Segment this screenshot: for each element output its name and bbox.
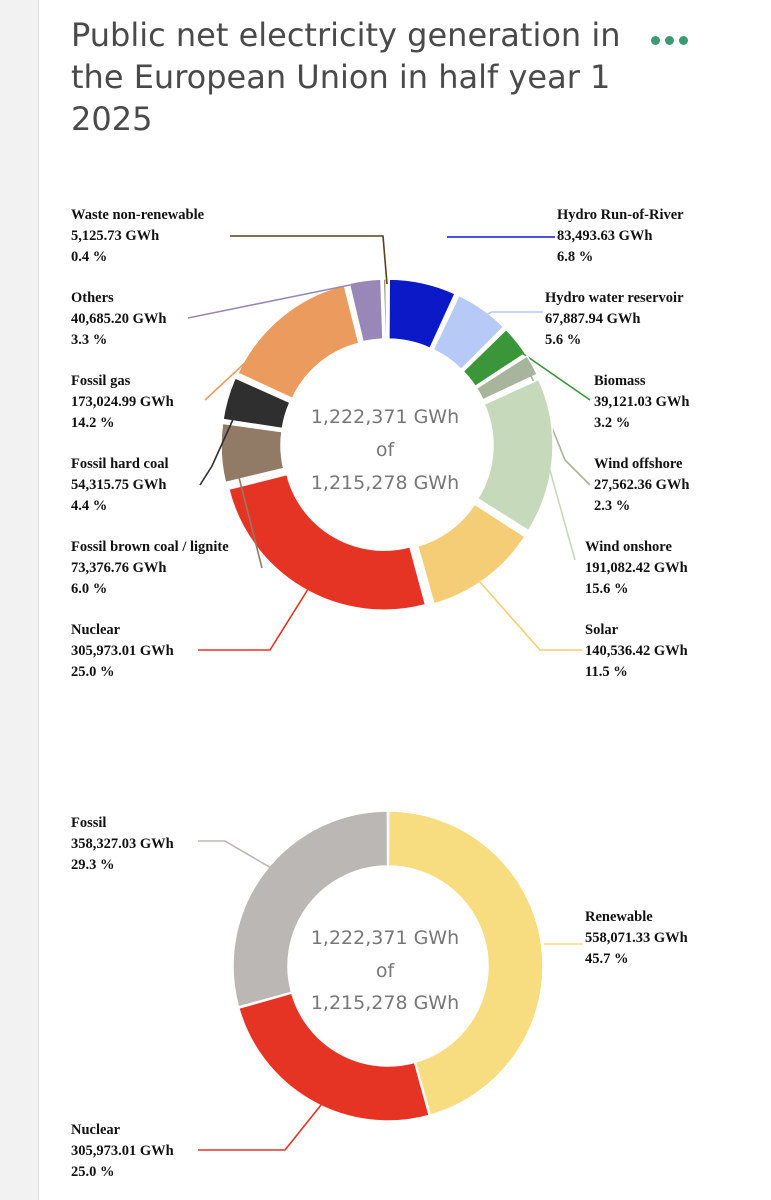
slice-value: 39,121.03 GWh — [594, 394, 689, 410]
slice-percent: 6.0 % — [71, 581, 107, 597]
slice-label: Hydro water reservoir — [545, 290, 684, 306]
slice-nuclear — [237, 992, 431, 1122]
slice-fossil-hard-coal — [222, 376, 291, 430]
slice-value: 558,071.33 GWh — [585, 930, 688, 946]
leader-line-nuclear — [198, 1099, 326, 1151]
slice-hydro-run-of-river — [388, 278, 457, 350]
slice-fossil-gas — [236, 284, 360, 400]
leader-line-fossil-brown-coal-lignite — [231, 449, 263, 569]
menu-dot — [679, 35, 688, 45]
slice-renewable — [387, 810, 544, 1117]
slice-label: Biomass — [594, 373, 646, 389]
slice-percent: 6.8 % — [557, 249, 593, 265]
slice-value: 67,887.94 GWh — [545, 311, 640, 327]
slice-waste-non-renewable — [382, 278, 388, 340]
slice-percent: 11.5 % — [585, 664, 628, 680]
slice-label: Fossil gas — [71, 373, 131, 389]
slice-label: Wind offshore — [594, 456, 683, 472]
slice-biomass — [462, 328, 527, 388]
slice-percent: 45.7 % — [585, 951, 629, 967]
slice-label: Others — [71, 290, 114, 306]
leader-line-others — [187, 284, 351, 319]
center-total-text: of — [376, 439, 396, 461]
slice-fossil-brown-coal-lignite — [220, 422, 285, 484]
slice-value: 40,685.20 GWh — [71, 311, 166, 327]
slice-percent: 5.6 % — [545, 332, 581, 348]
slice-label: Waste non-renewable — [71, 207, 205, 223]
leader-line-waste-non-renewable — [230, 235, 388, 285]
slice-value: 83,493.63 GWh — [557, 228, 652, 244]
slice-solar — [416, 503, 526, 605]
slice-percent: 25.0 % — [71, 664, 115, 680]
slice-value: 54,315.75 GWh — [71, 477, 166, 493]
slice-fossil — [232, 810, 389, 1008]
slice-label: Wind onshore — [585, 539, 672, 555]
slice-percent: 4.4 % — [71, 498, 107, 514]
slice-value: 191,082.42 GWh — [585, 560, 688, 576]
menu-dot — [665, 35, 674, 45]
slice-label: Fossil hard coal — [71, 456, 168, 472]
slice-label: Renewable — [585, 909, 653, 925]
leader-line-nuclear — [198, 577, 316, 651]
leader-line-wind-onshore — [545, 455, 576, 561]
menu-dot — [651, 35, 660, 45]
slice-label: Fossil — [71, 815, 106, 831]
center-total-text: 1,222,371 GWh — [311, 927, 459, 949]
slice-label: Nuclear — [71, 622, 121, 638]
slice-label: Hydro Run-of-River — [557, 207, 684, 223]
slice-label: Fossil brown coal / lignite — [71, 539, 229, 555]
leader-line-solar — [479, 581, 582, 651]
slice-value: 73,376.76 GWh — [71, 560, 166, 576]
slice-others — [348, 278, 384, 343]
slice-percent: 3.2 % — [594, 415, 630, 431]
leader-line-fossil — [198, 840, 284, 876]
leader-line-fossil-gas — [204, 320, 291, 401]
slice-percent: 3.3 % — [71, 332, 107, 348]
slice-percent: 15.6 % — [585, 581, 629, 597]
slice-percent: 0.4 % — [71, 249, 107, 265]
slice-value: 27,562.36 GWh — [594, 477, 689, 493]
slice-percent: 2.3 % — [594, 498, 630, 514]
slice-label: Nuclear — [71, 1122, 121, 1138]
center-total-text: 1,215,278 GWh — [311, 472, 459, 494]
slice-wind-offshore — [475, 354, 539, 401]
slice-value: 305,973.01 GWh — [71, 643, 174, 659]
slice-label: Solar — [585, 622, 619, 638]
slice-value: 140,536.42 GWh — [585, 643, 688, 659]
leader-line-hydro-water-reservoir — [477, 311, 543, 319]
slice-value: 358,327.03 GWh — [71, 836, 174, 852]
slice-value: 305,973.01 GWh — [71, 1143, 174, 1159]
center-total-text: 1,222,371 GWh — [311, 406, 459, 428]
page-title: Public net electricity generation in the… — [71, 16, 621, 138]
leader-line-biomass — [511, 345, 591, 401]
more-dots-icon[interactable] — [651, 30, 695, 50]
slice-percent: 29.3 % — [71, 857, 115, 873]
slice-value: 173,024.99 GWh — [71, 394, 174, 410]
center-total-text: of — [376, 960, 396, 982]
slice-wind-onshore — [476, 378, 554, 532]
leader-line-fossil-hard-coal — [199, 414, 236, 486]
center-total-text: 1,215,278 GWh — [311, 992, 459, 1014]
slice-nuclear — [227, 473, 427, 611]
slice-percent: 25.0 % — [71, 1164, 115, 1180]
slice-value: 5,125.73 GWh — [71, 228, 159, 244]
slice-percent: 14.2 % — [71, 415, 115, 431]
